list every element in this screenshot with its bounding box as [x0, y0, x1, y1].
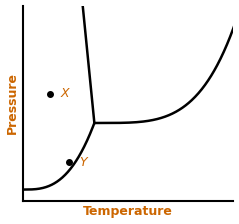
Y-axis label: Pressure: Pressure: [5, 72, 19, 134]
Text: Y: Y: [80, 156, 87, 169]
Text: X: X: [61, 87, 69, 100]
X-axis label: Temperature: Temperature: [83, 205, 173, 218]
